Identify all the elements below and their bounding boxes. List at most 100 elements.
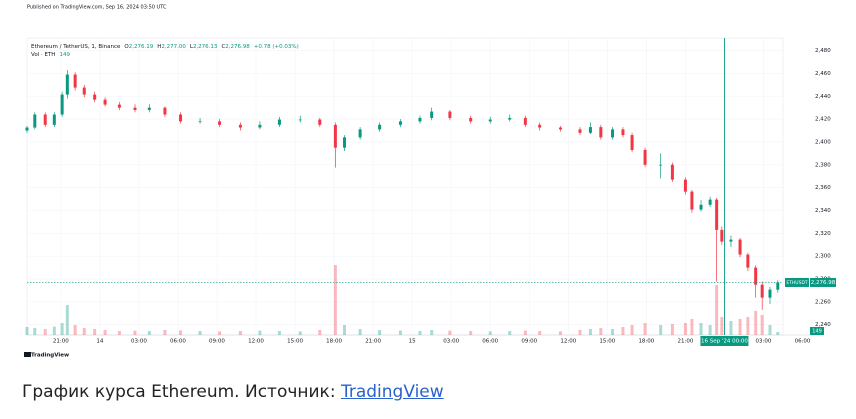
volume-bar — [659, 325, 663, 335]
candle-body — [342, 137, 346, 148]
volume-bar — [179, 330, 183, 335]
volume-bar — [488, 331, 492, 335]
volume-bar — [238, 331, 242, 335]
caption: График курса Ethereum. Источник: Trading… — [22, 382, 444, 402]
candle-body — [358, 129, 362, 138]
candle-body — [599, 127, 603, 138]
volume-bar — [720, 317, 724, 335]
candle-body — [469, 117, 473, 122]
price-tag-symbol: ETHUSDT — [786, 280, 808, 286]
volume-bar — [65, 305, 69, 335]
volume-bar — [643, 323, 647, 335]
x-tick-label: 21:00 — [677, 339, 693, 345]
volume-bar — [760, 315, 764, 335]
volume-bar — [508, 331, 512, 335]
candle-body — [699, 204, 703, 210]
y-tick-label: 2,460 — [815, 71, 831, 77]
logo-icon — [24, 352, 31, 357]
volume-bar — [611, 329, 615, 335]
volume-tag: 149 — [812, 329, 822, 335]
volume-bar — [729, 321, 733, 335]
ohlc-value: 2,276.19 — [129, 44, 154, 50]
price-tag-bg — [810, 277, 836, 287]
candle-body — [715, 199, 719, 230]
y-tick-label: 2,260 — [815, 299, 831, 305]
candle-body — [683, 179, 687, 192]
volume-bar — [776, 332, 780, 335]
x-tick-label: 21:00 — [53, 339, 69, 345]
volume-bar — [333, 265, 337, 335]
volume-bar — [715, 285, 719, 335]
y-tick-label: 2,400 — [815, 139, 831, 145]
candle-body — [508, 117, 512, 120]
candle-body — [33, 114, 37, 128]
volume-bar — [117, 331, 121, 335]
candle-body — [578, 129, 582, 133]
volume-bar — [469, 331, 473, 335]
candle-body — [630, 135, 634, 150]
volume-bar — [60, 323, 64, 335]
ohlc-value: 2,277.00 — [161, 44, 186, 50]
candle-body — [488, 119, 492, 122]
y-tick-label: 2,340 — [815, 208, 831, 214]
volume-bar — [52, 326, 56, 335]
candle-body — [729, 239, 733, 242]
ohlc-key: H — [157, 44, 161, 50]
volume-bar — [558, 331, 562, 335]
volume-bar — [133, 330, 137, 335]
volume-bar — [746, 317, 750, 335]
volume-bar — [670, 324, 674, 335]
volume-bar — [342, 325, 346, 335]
volume-bar — [147, 331, 151, 335]
volume-bar — [398, 330, 402, 335]
change: +0.78 (+0.03%) — [254, 44, 299, 50]
x-tick-label: 03:00 — [443, 339, 459, 345]
y-tick-label: 2,420 — [815, 117, 831, 123]
candle-body — [538, 124, 542, 128]
volume-bar — [103, 330, 107, 335]
volume-bar — [448, 330, 452, 335]
volume-bar — [43, 329, 47, 335]
candle-body — [198, 121, 202, 123]
y-tick-label: 2,300 — [815, 254, 831, 260]
candle-body — [60, 94, 64, 115]
x-tick-label: 03:00 — [131, 339, 147, 345]
candle-body — [318, 119, 322, 125]
symbol: Ethereum / TetherUS, 1, Binance — [31, 44, 121, 50]
candle-body — [643, 149, 647, 165]
x-tick-label: 09:00 — [209, 339, 225, 345]
candle-body — [298, 119, 302, 121]
volume-bar — [418, 331, 422, 335]
volume-tag-bg — [810, 327, 824, 335]
volume-bar — [683, 323, 687, 335]
source-link[interactable]: TradingView — [340, 382, 444, 402]
candle-body — [588, 127, 592, 133]
crosshair-label-bg — [700, 336, 749, 346]
volume-bar — [93, 329, 97, 335]
volume-bar — [599, 328, 603, 335]
ohlc-key: L — [190, 44, 194, 50]
volume-value: 149 — [59, 52, 70, 58]
candle-body — [103, 99, 107, 105]
ohlc-key: O — [124, 44, 129, 50]
symbol-legend: Ethereum / TetherUS, 1, Binance O2,276.19… — [31, 44, 299, 50]
candle-body — [760, 284, 764, 298]
y-tick-label: 2,360 — [815, 185, 831, 191]
volume-bar — [198, 331, 202, 335]
candle-body — [768, 289, 772, 298]
candle-body — [163, 107, 167, 115]
x-tick-label: 06:00 — [482, 339, 498, 345]
volume-name: Vol · ETH — [31, 52, 55, 58]
volume-bar — [358, 329, 362, 335]
ohlc-value: 2,276.98 — [225, 44, 250, 50]
x-tick-label: 14 — [96, 339, 103, 345]
volume-bar — [33, 328, 37, 335]
y-tick-label: 2,320 — [815, 231, 831, 237]
volume-legend: Vol · ETH 149 — [31, 52, 70, 58]
volume-bar — [82, 328, 86, 335]
volume-bar — [430, 330, 434, 335]
candle-body — [147, 107, 151, 110]
volume-bar — [277, 331, 281, 335]
candle-body — [398, 121, 402, 125]
